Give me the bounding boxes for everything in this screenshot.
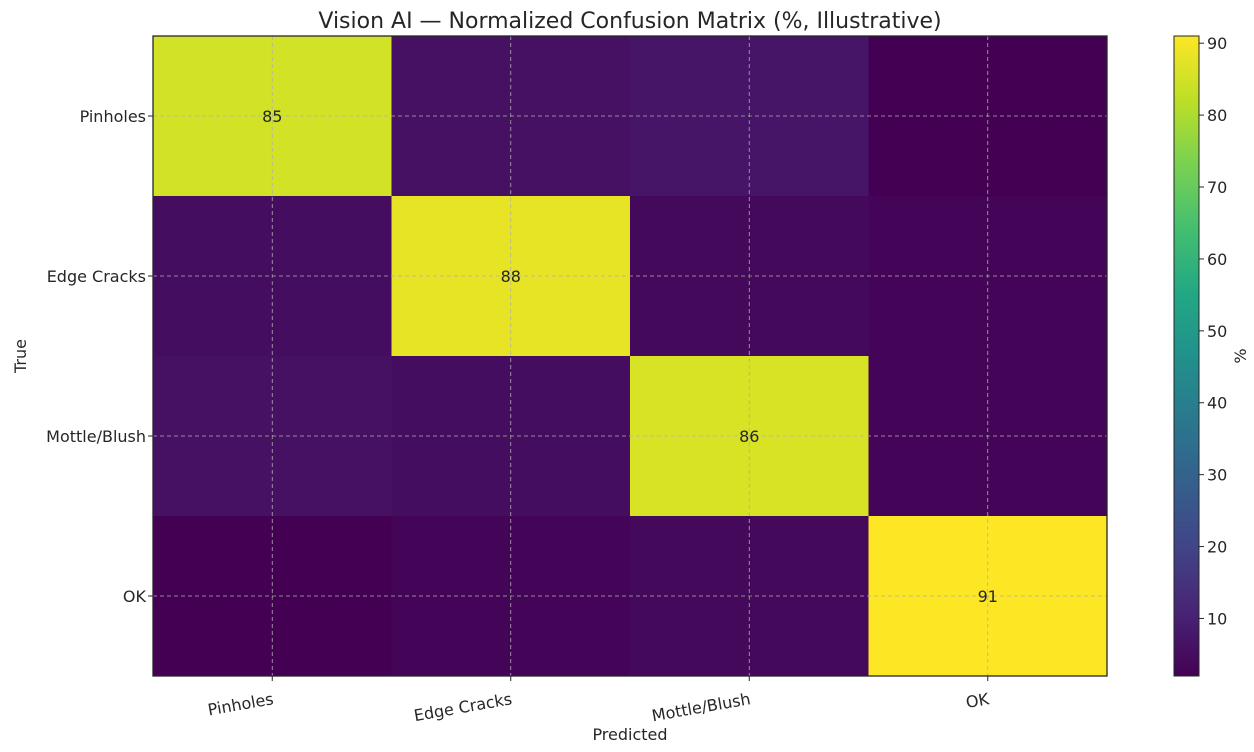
cell-value-label: 5 <box>507 432 514 445</box>
colorbar-tick-label: 40 <box>1207 394 1227 413</box>
cell-value-label: 3 <box>507 592 514 605</box>
cell-value-label: 86 <box>739 427 759 446</box>
y-tick-label: Pinholes <box>80 107 146 126</box>
cell-value-label: 6 <box>269 432 276 445</box>
x-axis-label: Predicted <box>592 725 667 744</box>
colorbar-tick-label: 50 <box>1207 322 1227 341</box>
cell-value-labels: 85 6 7 2 5 88 4 3 6 5 86 3 2 3 4 91 <box>262 107 998 606</box>
x-axis-ticks: Pinholes Edge Cracks Mottle/Blush OK <box>206 676 991 725</box>
cell-value-label: 3 <box>984 272 991 285</box>
colorbar-tick-label: 60 <box>1207 250 1227 269</box>
cell-value-label: 85 <box>262 107 282 126</box>
cell-value-label: 2 <box>269 592 276 605</box>
colorbar-tick-label: 10 <box>1207 609 1227 628</box>
x-tick-label: Mottle/Blush <box>650 689 752 725</box>
cell-value-label: 6 <box>507 112 514 125</box>
colorbar-tick-label: 70 <box>1207 178 1227 197</box>
cell-value-label: 91 <box>978 587 998 606</box>
x-tick-label: Pinholes <box>206 689 275 719</box>
colorbar-label: % <box>1231 348 1250 363</box>
cell-value-label: 7 <box>746 112 753 125</box>
colorbar-tick-label: 80 <box>1207 106 1227 125</box>
chart-title: Vision AI — Normalized Confusion Matrix … <box>318 9 941 34</box>
colorbar <box>1173 35 1200 677</box>
cell-value-label: 2 <box>984 112 991 125</box>
heatmap-cells <box>153 36 1108 677</box>
colorbar-tick-label: 20 <box>1207 538 1227 557</box>
x-tick-label: OK <box>964 689 991 712</box>
plot-frame <box>152 35 1108 677</box>
grid-lines <box>153 36 1107 676</box>
y-tick-label: Mottle/Blush <box>46 427 146 446</box>
cell-value-label: 3 <box>984 432 991 445</box>
y-axis-ticks: Pinholes Edge Cracks Mottle/Blush OK <box>46 107 153 606</box>
colorbar-tick-label: 30 <box>1207 466 1227 485</box>
cell-value-label: 88 <box>501 267 521 286</box>
y-tick-label: OK <box>123 587 147 606</box>
colorbar-tick-label: 90 <box>1207 34 1227 53</box>
colorbar-ticks: 10 20 30 40 50 60 70 80 90 <box>1199 34 1227 628</box>
cell-value-label: 4 <box>746 592 753 605</box>
x-tick-label: Edge Cracks <box>412 689 513 725</box>
cell-value-label: 4 <box>746 272 753 285</box>
y-axis-label: True <box>11 339 30 374</box>
cell-value-label: 5 <box>269 272 276 285</box>
y-tick-label: Edge Cracks <box>47 267 146 286</box>
